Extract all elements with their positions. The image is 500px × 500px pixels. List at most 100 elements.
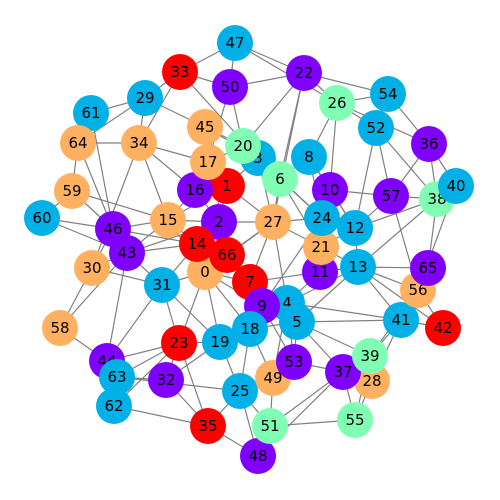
node-circle-1 [209,168,245,204]
node-label-5: 5 [292,313,302,331]
node-circle-34 [121,125,157,161]
node-23: 23 [161,325,197,361]
node-circle-40 [438,168,474,204]
node-36: 36 [411,126,447,162]
node-circle-26 [319,85,355,121]
node-label-37: 37 [333,363,352,381]
node-circle-19 [202,324,238,360]
node-label-9: 9 [257,297,267,315]
node-label-40: 40 [446,177,465,195]
node-22: 22 [286,55,322,91]
node-61: 61 [73,95,109,131]
node-circle-61 [73,95,109,131]
node-circle-60 [24,200,60,236]
node-42: 42 [425,310,461,346]
node-circle-30 [74,250,110,286]
node-circle-64 [60,125,96,161]
node-label-23: 23 [169,334,188,352]
node-57: 57 [373,178,409,214]
node-circle-45 [187,109,223,145]
node-label-64: 64 [68,134,87,152]
node-circle-51 [252,408,288,444]
node-label-0: 0 [200,263,210,281]
node-58: 58 [42,310,78,346]
node-27: 27 [255,204,291,240]
node-circle-13 [340,249,376,285]
node-label-30: 30 [82,259,101,277]
node-label-22: 22 [294,64,313,82]
node-label-24: 24 [312,209,331,227]
node-circle-53 [276,344,312,380]
node-60: 60 [24,200,60,236]
edge-61-46 [90,112,114,230]
node-66: 66 [209,237,245,273]
node-label-52: 52 [366,119,385,137]
node-64: 64 [60,125,96,161]
node-circle-47 [217,25,253,61]
node-label-36: 36 [419,135,438,153]
node-label-42: 42 [433,319,452,337]
node-1: 1 [209,168,245,204]
node-47: 47 [217,25,253,61]
node-2: 2 [201,204,237,240]
node-circle-66 [209,237,245,273]
node-label-66: 66 [217,246,236,264]
node-label-57: 57 [381,187,400,205]
node-circle-50 [212,69,248,105]
node-45: 45 [187,109,223,145]
node-label-2: 2 [214,213,224,231]
node-label-17: 17 [198,153,217,171]
node-label-10: 10 [320,181,339,199]
node-circle-24 [304,200,340,236]
node-label-53: 53 [284,353,303,371]
node-59: 59 [54,173,90,209]
node-label-56: 56 [408,281,427,299]
node-label-13: 13 [348,258,367,276]
node-circle-46 [95,211,131,247]
node-circle-2 [201,204,237,240]
node-circle-39 [352,338,388,374]
node-29: 29 [127,80,163,116]
node-circle-57 [373,178,409,214]
node-circle-5 [279,304,315,340]
node-circle-16 [177,172,213,208]
node-54: 54 [370,76,406,112]
node-circle-54 [370,76,406,112]
node-label-26: 26 [327,94,346,112]
node-label-46: 46 [103,220,122,238]
node-25: 25 [222,373,258,409]
node-layer: 0123456789101112131415161718192021222324… [24,25,474,474]
node-circle-22 [286,55,322,91]
node-circle-63 [99,359,135,395]
node-label-21: 21 [311,238,330,256]
node-circle-6 [262,161,298,197]
node-label-20: 20 [233,137,252,155]
node-label-63: 63 [107,368,126,386]
node-circle-52 [358,110,394,146]
node-41: 41 [383,302,419,338]
node-label-27: 27 [263,213,282,231]
node-circle-14 [179,226,215,262]
node-62: 62 [96,388,132,424]
node-55: 55 [337,402,373,438]
node-circle-18 [232,311,268,347]
node-label-15: 15 [158,211,177,229]
node-label-34: 34 [129,134,148,152]
node-label-41: 41 [391,311,410,329]
node-label-19: 19 [210,333,229,351]
node-circle-27 [255,204,291,240]
node-31: 31 [144,267,180,303]
node-26: 26 [319,85,355,121]
node-label-1: 1 [222,177,232,195]
node-label-11: 11 [310,263,329,281]
node-circle-36 [411,126,447,162]
node-circle-62 [96,388,132,424]
node-label-4: 4 [282,294,292,312]
node-6: 6 [262,161,298,197]
node-52: 52 [358,110,394,146]
node-30: 30 [74,250,110,286]
node-21: 21 [303,229,339,265]
node-label-14: 14 [187,235,206,253]
node-53: 53 [276,344,312,380]
